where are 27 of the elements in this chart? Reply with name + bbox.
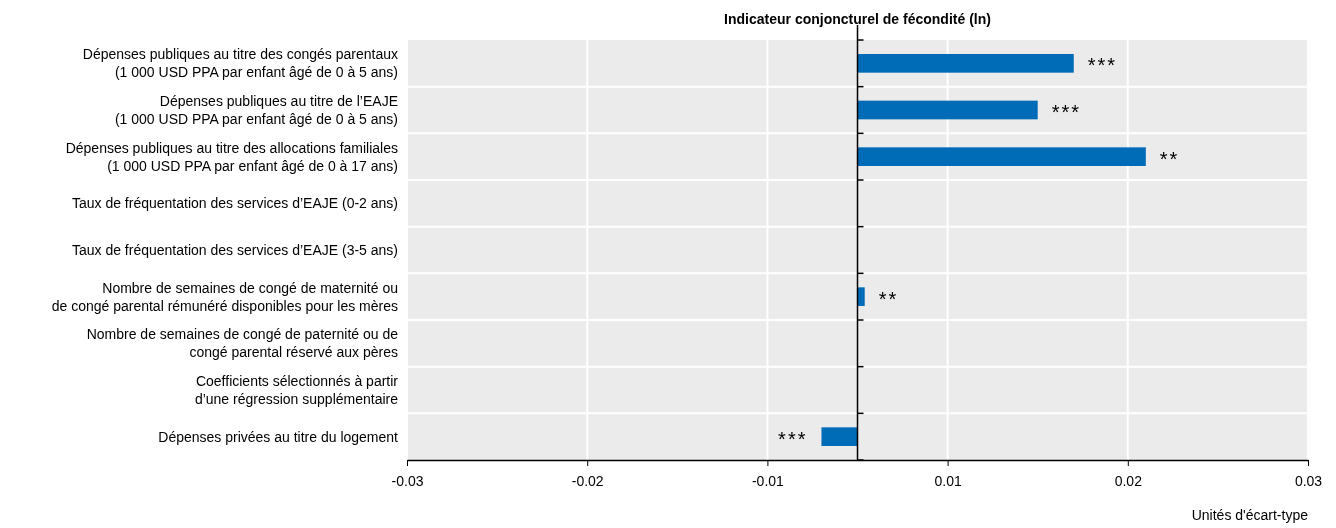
annotation: *** — [1051, 101, 1082, 123]
y-tick-label: Nombre de semaines de congé de paternité ou de congé parental réservé aux pères — [86, 326, 399, 361]
y-tick-label: Coefficients sélectionnés à partir d’une régression supplémentaire — [194, 373, 399, 407]
y-tick-label: Dépenses publiques au titre de l’EAJE (1 000 USD PPA par enfant âgé de 0 à 5 ans) — [114, 93, 398, 127]
bar — [857, 54, 1074, 73]
bar — [857, 147, 1146, 166]
y-tick-label: Nombre de semaines de congé de maternité ou de congé parental rémunéré disponibles pour les mères — [51, 279, 398, 314]
y-tick-label: Dépenses publiques au titre des congés parentaux (1 000 USD PPA par enfant âgé de 0 à 5 ans) — [82, 46, 398, 81]
x-tick-label: -0.01 — [751, 472, 785, 489]
y-tick-label: Taux de fréquentation des services d’EAJE (0-2 ans) — [71, 195, 398, 212]
y-tick-label: Dépenses privées au titre du logement — [158, 428, 399, 445]
y-tick-label: Dépenses publiques au titre des allocations familiales (1 000 USD PPA par enfant âgé de 0 à 17 ans) — [65, 139, 398, 174]
x-tick-label: 0.02 — [1114, 472, 1143, 489]
x-tick-label: -0.02 — [571, 472, 604, 489]
x-axis-title: Unités d'écart-type — [1191, 507, 1309, 523]
annotation: *** — [778, 427, 808, 450]
x-tick-label: -0.03 — [391, 472, 424, 489]
y-tick-label: Taux de fréquentation des services d’EAJE (3-5 ans) — [71, 242, 398, 258]
x-tick-label: 0.01 — [934, 472, 962, 489]
bar — [857, 100, 1038, 120]
bar — [857, 287, 865, 306]
annotation: *** — [1087, 54, 1118, 77]
annotation: ** — [878, 287, 899, 310]
chart-title: Indicateur conjoncturel de fécondité (ln) — [724, 11, 991, 27]
annotation: ** — [1159, 147, 1180, 170]
bar — [821, 427, 858, 446]
x-tick-label: 0.03 — [1294, 472, 1323, 489]
